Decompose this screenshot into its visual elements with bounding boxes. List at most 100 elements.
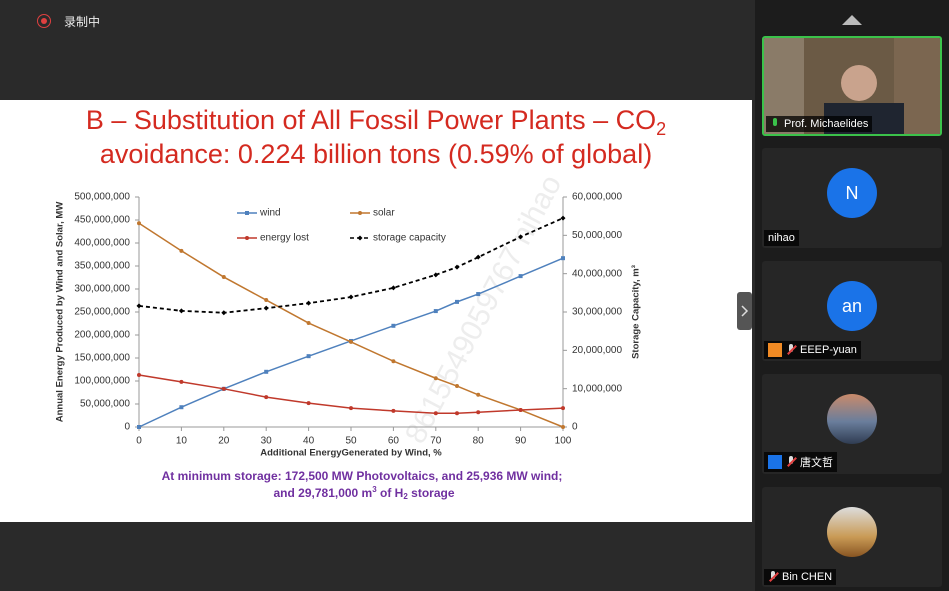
x-tick-label: 70 [430, 436, 442, 447]
participant-tile[interactable]: Bin CHEN [762, 487, 942, 587]
marker [264, 369, 269, 374]
slide-title: B – Substitution of All Fossil Power Pla… [86, 105, 666, 139]
caption-text: and 29,781,000 m [274, 486, 373, 500]
avatar-photo [827, 394, 877, 444]
x-tick-label: 20 [218, 436, 230, 447]
marker [561, 256, 565, 261]
series-line [138, 222, 564, 428]
participant-name: Bin CHEN [782, 571, 833, 583]
marker [433, 272, 439, 278]
participant-name-tag: Prof. Michaelides [766, 116, 873, 132]
y2-tick-label: 20,000,000 [572, 345, 622, 356]
participant-tile[interactable]: 唐文哲 [762, 374, 942, 474]
y-tick-label: 100,000,000 [74, 376, 130, 387]
marker [136, 303, 142, 309]
participant-name-tag: 唐文哲 [764, 452, 837, 472]
x-tick-label: 100 [555, 436, 572, 447]
marker [433, 309, 438, 314]
slide-title-line2: avoidance: 0.224 billion tons (0.59% of … [100, 139, 652, 169]
x-tick-label: 60 [388, 436, 400, 447]
marker [475, 254, 481, 260]
slide [0, 100, 752, 522]
participant-tile[interactable]: N nihao [762, 148, 942, 248]
marker [306, 300, 312, 306]
x-tick-label: 10 [176, 436, 188, 447]
x-tick-label: 90 [515, 436, 527, 447]
scroll-up[interactable] [755, 0, 949, 30]
marker [179, 379, 184, 384]
avatar: an [827, 281, 877, 331]
series-line [138, 257, 564, 428]
title-subscript: 2 [656, 119, 666, 139]
marker [391, 323, 396, 328]
series-line [138, 374, 564, 414]
marker [518, 407, 523, 412]
marker [560, 215, 566, 221]
y2-tick-label: 40,000,000 [572, 268, 622, 279]
marker [245, 211, 249, 215]
marker [306, 321, 311, 326]
recording-icon [37, 14, 51, 28]
marker [561, 406, 565, 411]
marker [358, 211, 362, 215]
y-tick-label: 250,000,000 [74, 307, 130, 318]
participant-name: nihao [768, 232, 795, 244]
marker [455, 384, 459, 389]
legend-label: solar [373, 208, 395, 219]
marker [263, 305, 269, 311]
x-tick-label: 40 [303, 436, 315, 447]
y-tick-label: 0 [124, 422, 130, 433]
slide-chart: 8615549059767 nihao B – Substitution of … [55, 105, 667, 501]
marker [455, 299, 459, 304]
y-tick-label: 500,000,000 [74, 192, 130, 203]
marker [306, 354, 311, 359]
marker [476, 292, 481, 297]
participant-name-tag: nihao [764, 230, 799, 246]
marker [178, 308, 184, 314]
marker [518, 234, 524, 240]
marker [221, 386, 226, 391]
participant-name: Prof. Michaelides [784, 118, 869, 130]
mic-icon [770, 118, 780, 130]
recording-label: 录制中 [64, 15, 101, 29]
x-tick-label: 30 [261, 436, 273, 447]
mic-icon [786, 344, 796, 356]
user-icon [768, 455, 782, 469]
y-tick-label: 300,000,000 [74, 284, 130, 295]
marker [221, 310, 227, 316]
y-tick-label: 400,000,000 [74, 238, 130, 249]
avatar: N [827, 168, 877, 218]
slide-caption-line2: and 29,781,000 m3 of H2 storage [274, 485, 455, 501]
marker [221, 275, 226, 280]
participant-tile[interactable]: an EEEP-yuan [762, 261, 942, 361]
marker [476, 392, 481, 397]
marker [455, 411, 459, 416]
marker [245, 236, 249, 240]
caption-text: of H [377, 486, 404, 500]
title-text: B – Substitution of All Fossil Power Pla… [86, 105, 656, 135]
caption-sub: 2 [403, 492, 408, 501]
participant-tile[interactable]: Prof. Michaelides [762, 36, 942, 136]
marker [391, 408, 396, 413]
marker [137, 221, 141, 226]
participant-name-tag: EEEP-yuan [764, 341, 861, 359]
participant-name: EEEP-yuan [800, 344, 857, 356]
marker [264, 298, 269, 303]
y-tick-label: 200,000,000 [74, 330, 130, 341]
marker [179, 405, 184, 410]
y-tick-label: 150,000,000 [74, 353, 130, 364]
marker [137, 425, 141, 429]
y-tick-label: 350,000,000 [74, 261, 130, 272]
y-tick-label: 450,000,000 [74, 215, 130, 226]
collapse-button[interactable] [737, 292, 752, 330]
legend-label: energy lost [260, 233, 309, 244]
y2-tick-label: 60,000,000 [572, 192, 622, 203]
x-axis-label: Additional EnergyGenerated by Wind, % [260, 448, 442, 459]
mic-icon [786, 456, 796, 468]
marker [391, 359, 396, 364]
x-tick-label: 80 [473, 436, 485, 447]
marker [390, 285, 396, 291]
legend-label: wind [259, 208, 281, 219]
y-tick-label: 50,000,000 [80, 399, 130, 410]
caption-sup: 3 [372, 485, 377, 494]
